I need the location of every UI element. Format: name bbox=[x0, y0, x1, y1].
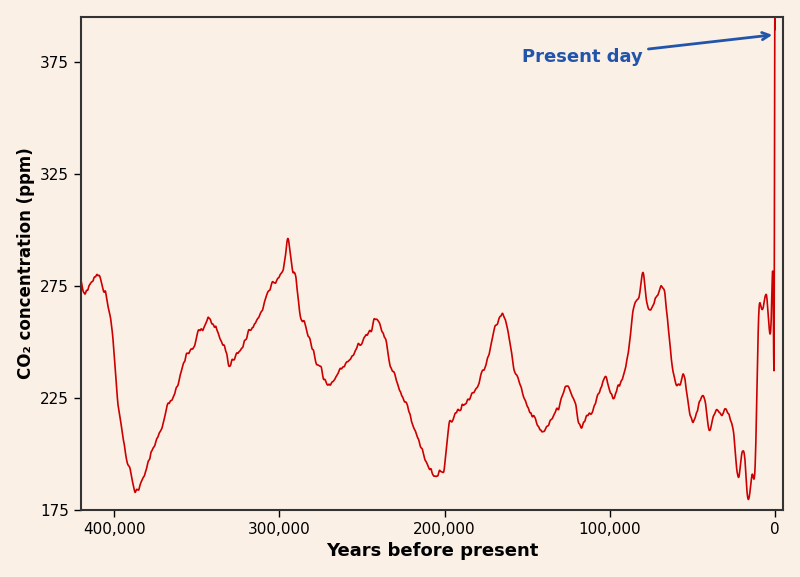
X-axis label: Years before present: Years before present bbox=[326, 542, 538, 560]
Y-axis label: CO₂ concentration (ppm): CO₂ concentration (ppm) bbox=[17, 148, 34, 379]
Text: Present day: Present day bbox=[522, 32, 770, 66]
